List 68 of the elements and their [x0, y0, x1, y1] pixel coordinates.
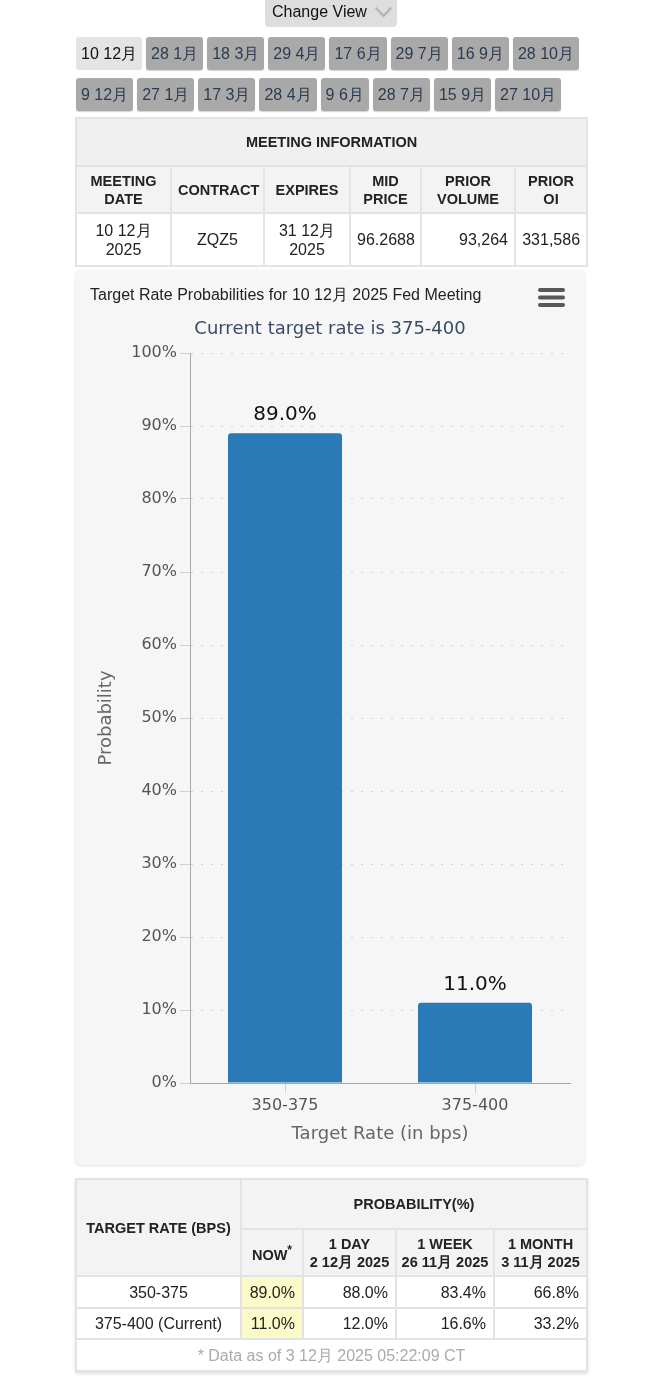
- text: 2 12月 2025: [308, 1252, 391, 1271]
- chart-title: Target Rate Probabilities for 10 12月 2025 Fed Meeting: [90, 286, 482, 304]
- data-label: 89.0%: [253, 401, 317, 426]
- text: PROBABILITY(%): [241, 1179, 588, 1229]
- date-tab: 17 6月: [329, 37, 387, 70]
- text: NOW$^{*}$: [250, 1242, 294, 1264]
- date-tab: 15 9月: [433, 78, 492, 111]
- text: 89.0%: [241, 1276, 303, 1308]
- dropdown-button: Change View: [265, 0, 397, 27]
- text: PRIOR VOLUME: [436, 171, 500, 208]
- date-tab: 9 6月: [320, 78, 369, 111]
- y-tick-label: 30%: [141, 853, 177, 873]
- text: MEETING INFORMATION: [76, 118, 588, 166]
- text: 10 12月 2025: [76, 213, 171, 266]
- date-tab: 28 4月: [259, 78, 317, 111]
- y-tick-label: 100%: [131, 342, 177, 362]
- text: * Data as of 3 12月 2025 05:22:09 CT: [76, 1339, 588, 1371]
- text: 96.2688: [350, 213, 421, 266]
- text: 16.6%: [396, 1308, 494, 1339]
- text: 1 DAY: [327, 1234, 372, 1253]
- date-tab: 27 10月: [495, 78, 562, 111]
- text: 1 WEEK: [416, 1234, 474, 1253]
- date-tab: 18 3月: [207, 37, 265, 70]
- text: 1 MONTH: [506, 1234, 575, 1253]
- y-tick-label: 80%: [141, 488, 177, 508]
- date-tab: 17 3月: [198, 78, 256, 111]
- y-tick-label: 90%: [141, 415, 177, 435]
- y-tick-label: 60%: [141, 634, 177, 654]
- text: TARGET RATE (BPS): [76, 1179, 241, 1276]
- y-tick-label: 20%: [141, 926, 177, 946]
- date-tab: 29 7月: [390, 37, 448, 70]
- text: 33.2%: [494, 1308, 588, 1339]
- text: ZQZ5: [171, 213, 264, 266]
- text: 12.0%: [303, 1308, 396, 1339]
- text: 88.0%: [303, 1276, 396, 1308]
- text: EXPIRES: [275, 180, 339, 199]
- y-axis-title: Probability: [94, 670, 116, 766]
- text: 31 12月 2025: [264, 213, 350, 266]
- date-tab: 16 9月: [451, 37, 509, 70]
- y-tick-label: 40%: [141, 780, 177, 800]
- text: 350-375: [76, 1276, 241, 1308]
- text: 11.0%: [241, 1308, 303, 1339]
- date-tab: 27 1月: [137, 78, 195, 111]
- date-tab: 9 12月: [76, 78, 134, 111]
- text: 66.8%: [494, 1276, 588, 1308]
- y-tick-label: 50%: [141, 707, 177, 727]
- y-tick-label: 10%: [141, 999, 177, 1019]
- y-tick-label: 0%: [151, 1072, 177, 1092]
- y-tick-label: 70%: [141, 561, 177, 581]
- text: 83.4%: [396, 1276, 494, 1308]
- x-axis-title: Target Rate (in bps): [290, 1121, 469, 1143]
- text: MID PRICE: [363, 171, 408, 208]
- date-tab: 28 7月: [372, 78, 430, 111]
- text: 375-400 (Current): [76, 1308, 241, 1339]
- data-label: 11.0%: [443, 970, 507, 995]
- text: PRIOR OI: [528, 171, 574, 208]
- text: MEETING DATE: [90, 171, 157, 208]
- text: CONTRACT: [178, 180, 260, 199]
- date-tab: 28 10月: [512, 37, 579, 70]
- x-tick-label: 375-400: [441, 1094, 509, 1114]
- date-tab: 10 12月: [76, 37, 143, 70]
- text: 26 11月 2025: [400, 1252, 490, 1271]
- text: 3 11月 2025: [500, 1252, 581, 1271]
- text: 93,264: [421, 213, 515, 266]
- date-tab: 29 4月: [268, 37, 326, 70]
- text: 331,586: [515, 213, 588, 266]
- date-tab: 28 1月: [146, 37, 204, 70]
- chart-subtitle: Current target rate is 375-400: [194, 316, 466, 338]
